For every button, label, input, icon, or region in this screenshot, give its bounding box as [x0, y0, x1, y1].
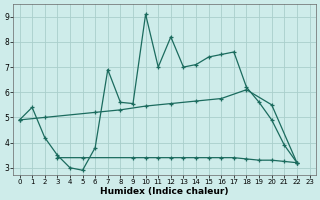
X-axis label: Humidex (Indice chaleur): Humidex (Indice chaleur): [100, 187, 229, 196]
